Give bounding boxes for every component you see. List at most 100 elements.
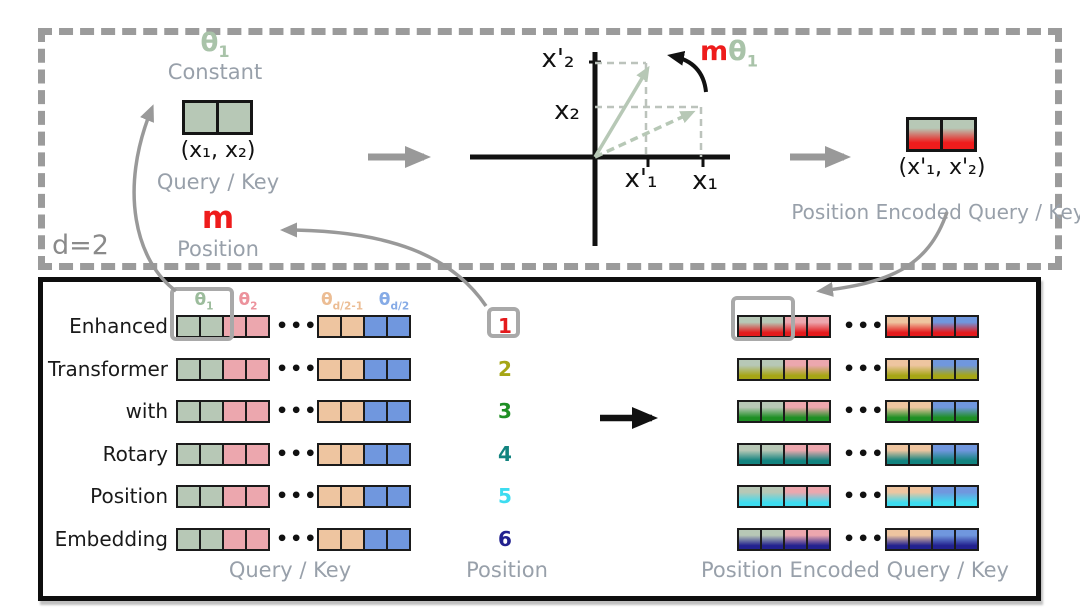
encoded-caption: (x'₁, x'₂) [898, 155, 986, 180]
encoded-label: Position Encoded Query / Key [791, 200, 1080, 224]
encoded-cell [737, 485, 762, 508]
ellipsis: ••• [843, 527, 886, 550]
embedding-cell [176, 442, 201, 466]
encoded-cell [783, 400, 808, 423]
embedding-cell [199, 442, 224, 466]
embedding-cell [386, 442, 411, 466]
encoded-cell [737, 442, 762, 466]
encoded-cell [954, 357, 979, 381]
sequence-row: Transformer ••• 2 ••• [0, 356, 1080, 381]
ellipsis: ••• [276, 357, 319, 380]
encoded-cell [806, 485, 831, 508]
query-key-cells-back [317, 400, 411, 423]
footer-encoded-label: Position Encoded Query / Key [701, 558, 1009, 582]
embedding-cell [317, 527, 342, 551]
embedding-cell [340, 315, 365, 338]
embedding-cell [363, 527, 388, 551]
embedding-cell [386, 357, 411, 381]
ellipsis: ••• [276, 400, 319, 422]
encoded-cell [885, 357, 910, 381]
encoded-cells-back [885, 485, 979, 508]
rotation-theta-sub: 1 [746, 51, 758, 71]
embedding-cell [363, 442, 388, 466]
encoded-cell-2 [940, 117, 977, 152]
embedding-cell [222, 442, 247, 466]
query-key-vector-box [182, 100, 253, 135]
theta1-pair-highlight [170, 287, 234, 341]
query-key-cells-front [176, 400, 270, 423]
word-label: Enhanced [69, 314, 168, 338]
embedding-cell [176, 400, 201, 423]
encoded-cell [954, 485, 979, 508]
position-number: 6 [498, 526, 512, 551]
ellipsis: ••• [276, 485, 319, 507]
ellipsis: ••• [276, 315, 319, 337]
embedding-cell [317, 400, 342, 423]
embedding-cell [317, 357, 342, 381]
encoded-cell [737, 357, 762, 381]
encoded-cells-front [737, 315, 831, 338]
query-key-cell-1 [182, 100, 219, 135]
query-key-cells-front [176, 485, 270, 508]
embedding-cell [199, 357, 224, 381]
encoded-cell [954, 527, 979, 551]
encoded-cells-back [885, 400, 979, 423]
encoded-cell [783, 357, 808, 381]
dimension-label: d=2 [52, 230, 109, 261]
encoded-cell [908, 485, 933, 508]
ellipsis: ••• [276, 527, 319, 550]
theta-symbol: θ [200, 28, 219, 58]
encoded-cell [806, 357, 831, 381]
encoded-cell [931, 315, 956, 338]
embedding-cell [386, 485, 411, 508]
word-label: Position [90, 484, 168, 508]
axis-label-x1: x₁ [692, 166, 718, 196]
theta-header-1: θ1 [194, 290, 214, 313]
encoded-cell [760, 442, 785, 466]
query-key-cells-back [317, 357, 411, 381]
embedding-cell [222, 527, 247, 551]
axis-label-x2: x₂ [554, 96, 580, 126]
embedding-cell [340, 485, 365, 508]
embedding-cell [176, 357, 201, 381]
embedding-cell [222, 485, 247, 508]
axis-label-x1-rotated: x'₁ [624, 164, 658, 194]
embedding-cell [386, 315, 411, 338]
sequence-rows: Enhanced ••• 1 ••• Transformer ••• 2 ••• [0, 315, 1080, 551]
embedding-cell [363, 315, 388, 338]
encoded-cell [806, 442, 831, 466]
position-number: 5 [498, 484, 512, 508]
query-key-caption: (x₁, x₂) [180, 138, 256, 163]
encoded-cell [931, 442, 956, 466]
footer-position-label: Position [466, 558, 548, 582]
embedding-cell [245, 442, 270, 466]
embedding-cell [317, 442, 342, 466]
position-number: 2 [498, 356, 512, 381]
footer-query-key-label: Query / Key [228, 558, 352, 582]
encoded-cells-front [737, 400, 831, 423]
query-key-cells-front [176, 357, 270, 381]
embedding-cell [176, 527, 201, 551]
embedding-cell [340, 357, 365, 381]
word-label: Rotary [102, 441, 168, 466]
word-label: with [125, 399, 168, 423]
encoded-cell [885, 442, 910, 466]
encoded-cells-back [885, 527, 979, 551]
encoded-cell [885, 527, 910, 551]
ellipsis: ••• [276, 442, 319, 465]
ellipsis: ••• [843, 400, 886, 422]
sequence-row: Enhanced ••• 1 ••• [0, 315, 1080, 338]
embedding-cell [176, 485, 201, 508]
encoded-cells-back [885, 442, 979, 466]
sequence-row: Embedding ••• 6 ••• [0, 526, 1080, 551]
position-number: 3 [498, 399, 512, 423]
sequence-row: Rotary ••• 4 ••• [0, 441, 1080, 466]
embedding-cell [386, 527, 411, 551]
query-key-cells-back [317, 485, 411, 508]
encoded-cell [806, 315, 831, 338]
encoded-cell [885, 485, 910, 508]
encoded-cell [931, 357, 956, 381]
embedding-cell [363, 485, 388, 508]
position-number: 1 [498, 314, 512, 338]
encoded-cell [931, 527, 956, 551]
